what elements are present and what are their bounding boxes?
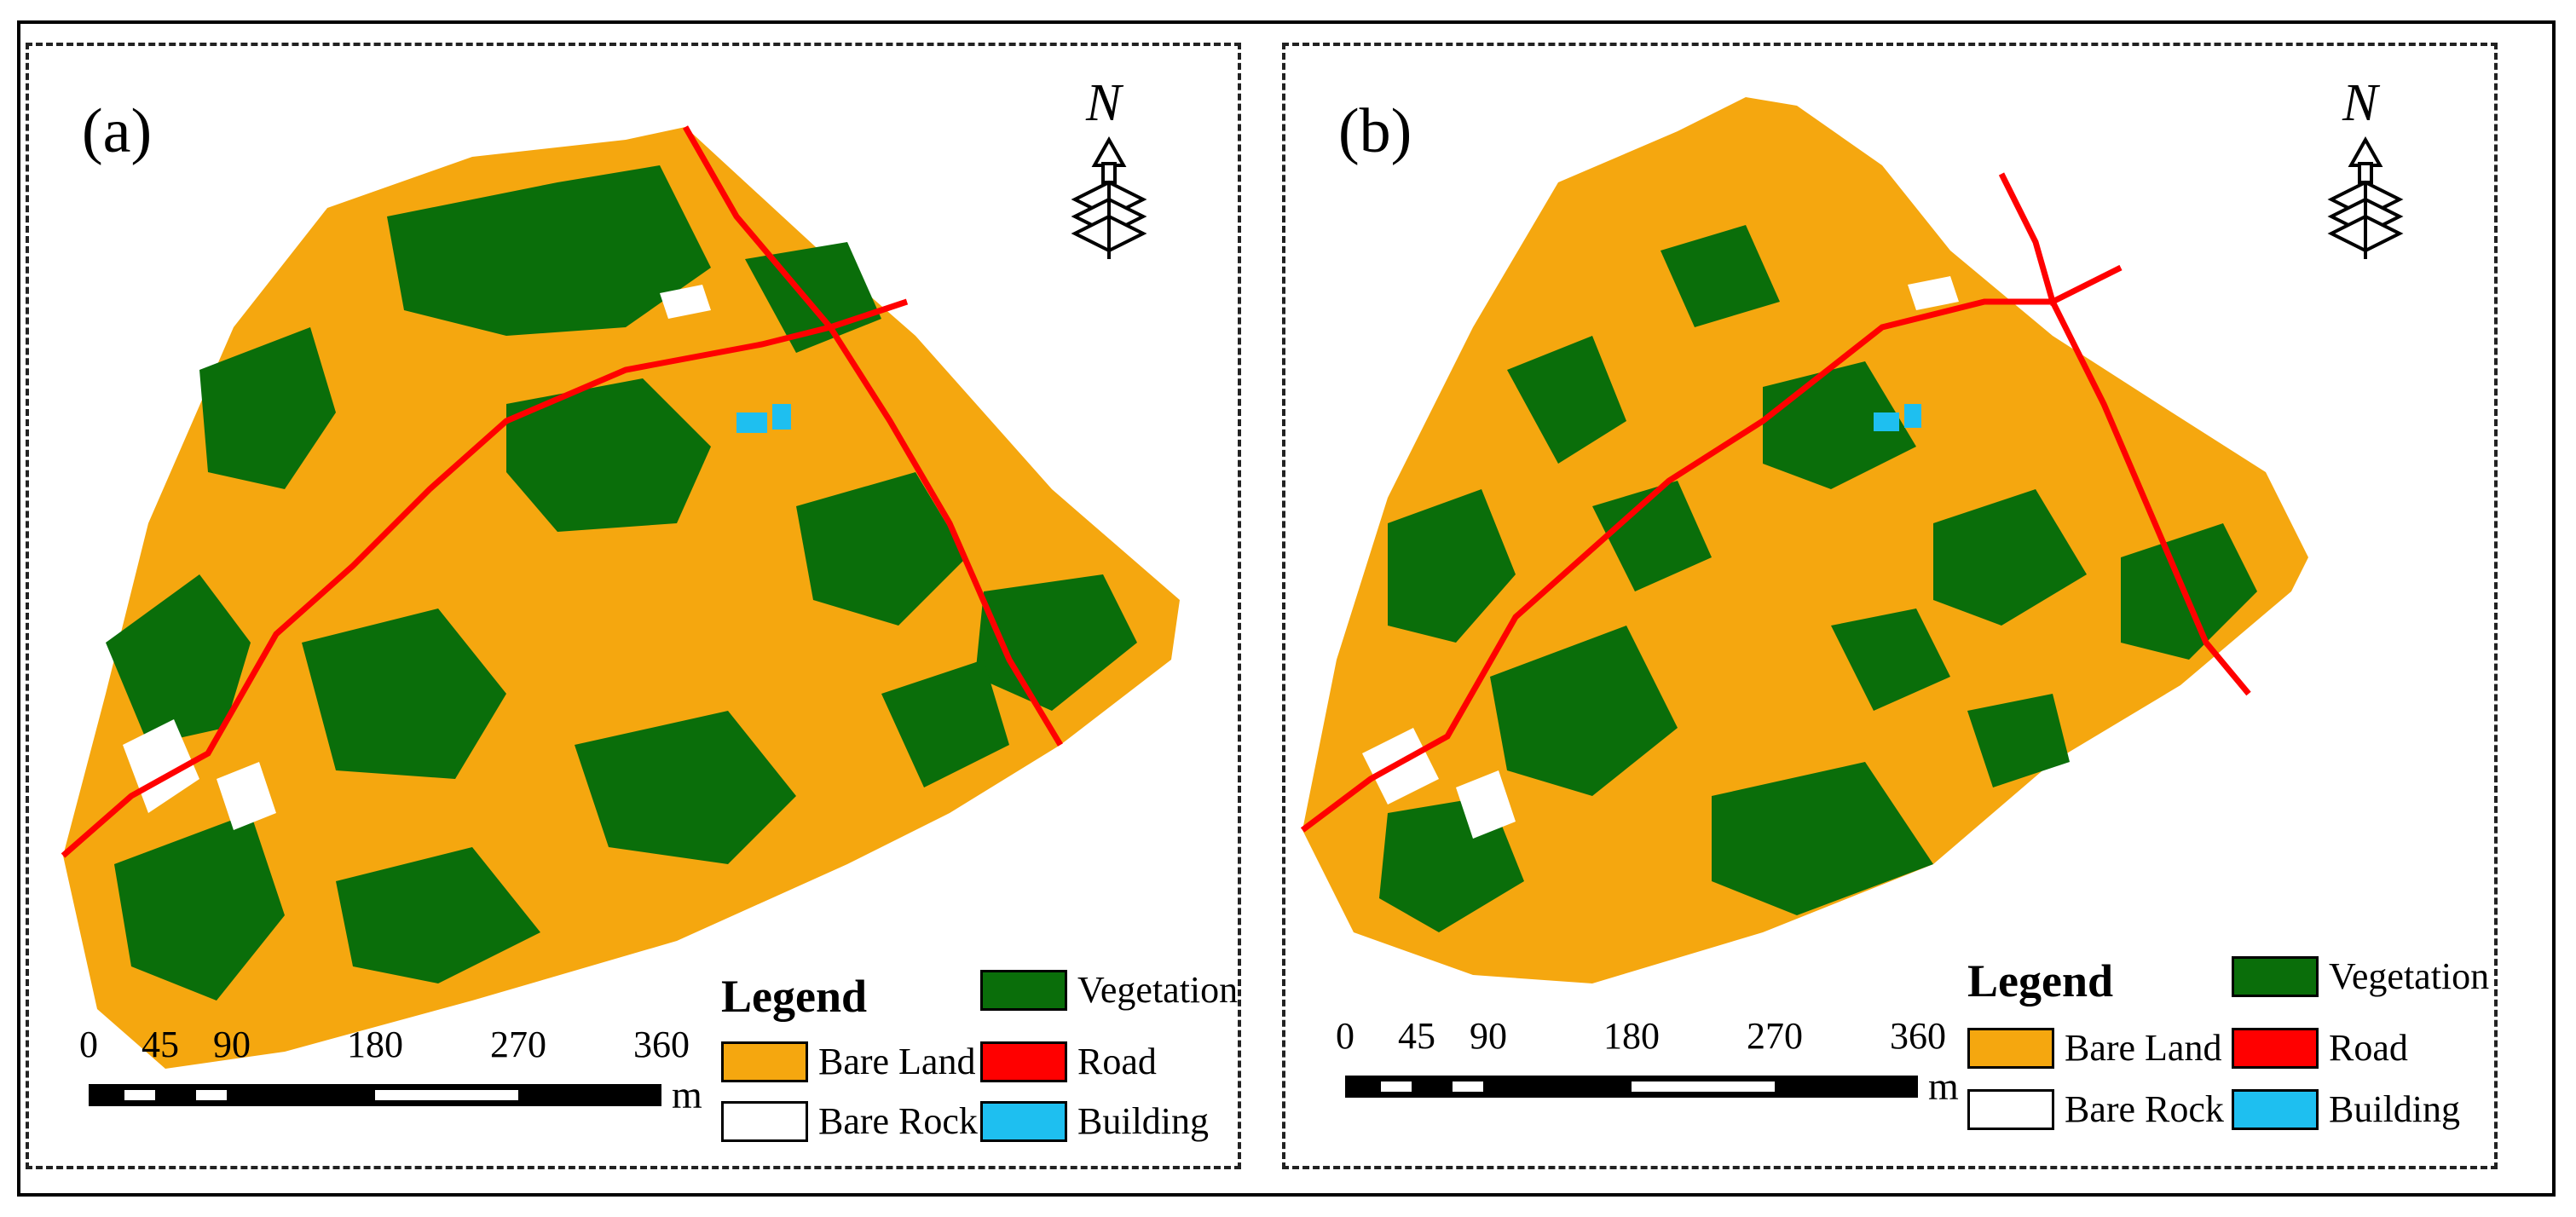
bare-rock-patches-b	[1362, 276, 1959, 839]
legend-label: Road	[1077, 1041, 1157, 1082]
scale-segment	[375, 1090, 518, 1100]
legend-label: Road	[2329, 1027, 2408, 1069]
legend-title: Legend	[721, 971, 868, 1022]
vegetation-swatch	[980, 969, 1067, 1011]
scale-segment	[124, 1090, 155, 1100]
scale-tick-label: 90	[1470, 1015, 1507, 1057]
road-lines-a	[61, 125, 1064, 858]
north-letter: N	[2342, 74, 2378, 132]
legend-label: Bare Land	[2065, 1027, 2222, 1069]
panel-label: (a)	[82, 96, 153, 166]
vegetation-swatch	[2232, 955, 2319, 997]
scale-tick-label: 180	[347, 1024, 403, 1065]
map-panel-b: (b) N Legend Vegetation Bare Land Road B…	[1282, 43, 2498, 1169]
building-patches-b	[1874, 404, 1921, 431]
scale-tick-label: 90	[213, 1024, 251, 1065]
panel-label: (b)	[1338, 96, 1412, 166]
study-area-a	[63, 127, 1180, 1069]
scale-tick-label: 45	[142, 1024, 179, 1065]
land-cover-map-b	[1300, 97, 2308, 983]
scale-tick-label: 0	[1336, 1015, 1354, 1057]
road-swatch	[2232, 1027, 2319, 1069]
scale-tick-label: 180	[1603, 1015, 1660, 1057]
map-panel-a: (a) N Legend Vegetation Bare Land Road B…	[26, 43, 1241, 1169]
legend-item-building: Building	[2232, 1087, 2460, 1131]
legend-item-building: Building	[980, 1099, 1209, 1143]
scale-unit: m	[1928, 1064, 1959, 1108]
scale-segment	[1453, 1081, 1483, 1092]
legend-label: Building	[2329, 1088, 2461, 1130]
bare-rock-swatch	[721, 1100, 808, 1142]
legend-label: Building	[1077, 1100, 1210, 1142]
north-arrow-icon: N	[2319, 74, 2412, 259]
legend-item-bare-rock: Bare Rock	[721, 1099, 978, 1143]
scale-tick-label: 0	[79, 1024, 98, 1065]
scale-segment	[1381, 1081, 1412, 1092]
legend-item-bare-land: Bare Land	[1967, 1026, 2221, 1070]
bare-rock-swatch	[1967, 1088, 2054, 1130]
scale-tick-label: 270	[1747, 1015, 1803, 1057]
scale-tick-label: 45	[1398, 1015, 1435, 1057]
legend-title: Legend	[1967, 955, 2114, 1006]
scale-segment	[1632, 1081, 1775, 1092]
legend-label: Bare Rock	[818, 1100, 978, 1142]
vegetation-patches-a	[106, 165, 1137, 1001]
building-patches-a	[736, 404, 791, 433]
scale-tick-label: 360	[1890, 1015, 1946, 1057]
building-swatch	[2232, 1088, 2319, 1130]
legend-label: Vegetation	[1077, 969, 1239, 1011]
scale-segment	[196, 1090, 227, 1100]
legend-label: Vegetation	[2329, 955, 2490, 997]
legend-label: Bare Rock	[2065, 1088, 2224, 1130]
building-swatch	[980, 1100, 1067, 1142]
scale-tick-label: 270	[490, 1024, 546, 1065]
bare-land-swatch	[721, 1041, 808, 1082]
land-cover-map-a	[61, 125, 1180, 1069]
road-swatch	[980, 1041, 1067, 1082]
legend-item-bare-rock: Bare Rock	[1967, 1087, 2224, 1131]
north-letter: N	[1086, 74, 1122, 132]
scale-bar: 0 45 90 180 270 360 m	[72, 1023, 719, 1142]
scale-unit: m	[672, 1073, 702, 1116]
road-lines-b	[1300, 172, 2251, 833]
vegetation-patches-b	[1379, 225, 2257, 932]
legend-item-vegetation: Vegetation	[2232, 955, 2489, 998]
scale-tick-label: 360	[633, 1024, 690, 1065]
bare-land-swatch	[1967, 1027, 2054, 1069]
legend-item-bare-land: Bare Land	[721, 1040, 975, 1083]
legend-label: Bare Land	[818, 1041, 976, 1082]
scale-bar: 0 45 90 180 270 360 m	[1328, 1014, 1976, 1133]
north-arrow-icon: N	[1062, 74, 1156, 259]
legend-item-vegetation: Vegetation	[980, 968, 1238, 1012]
figure-frame	[17, 20, 2556, 1197]
legend-item-road: Road	[2232, 1026, 2408, 1070]
legend-item-road: Road	[980, 1040, 1157, 1083]
